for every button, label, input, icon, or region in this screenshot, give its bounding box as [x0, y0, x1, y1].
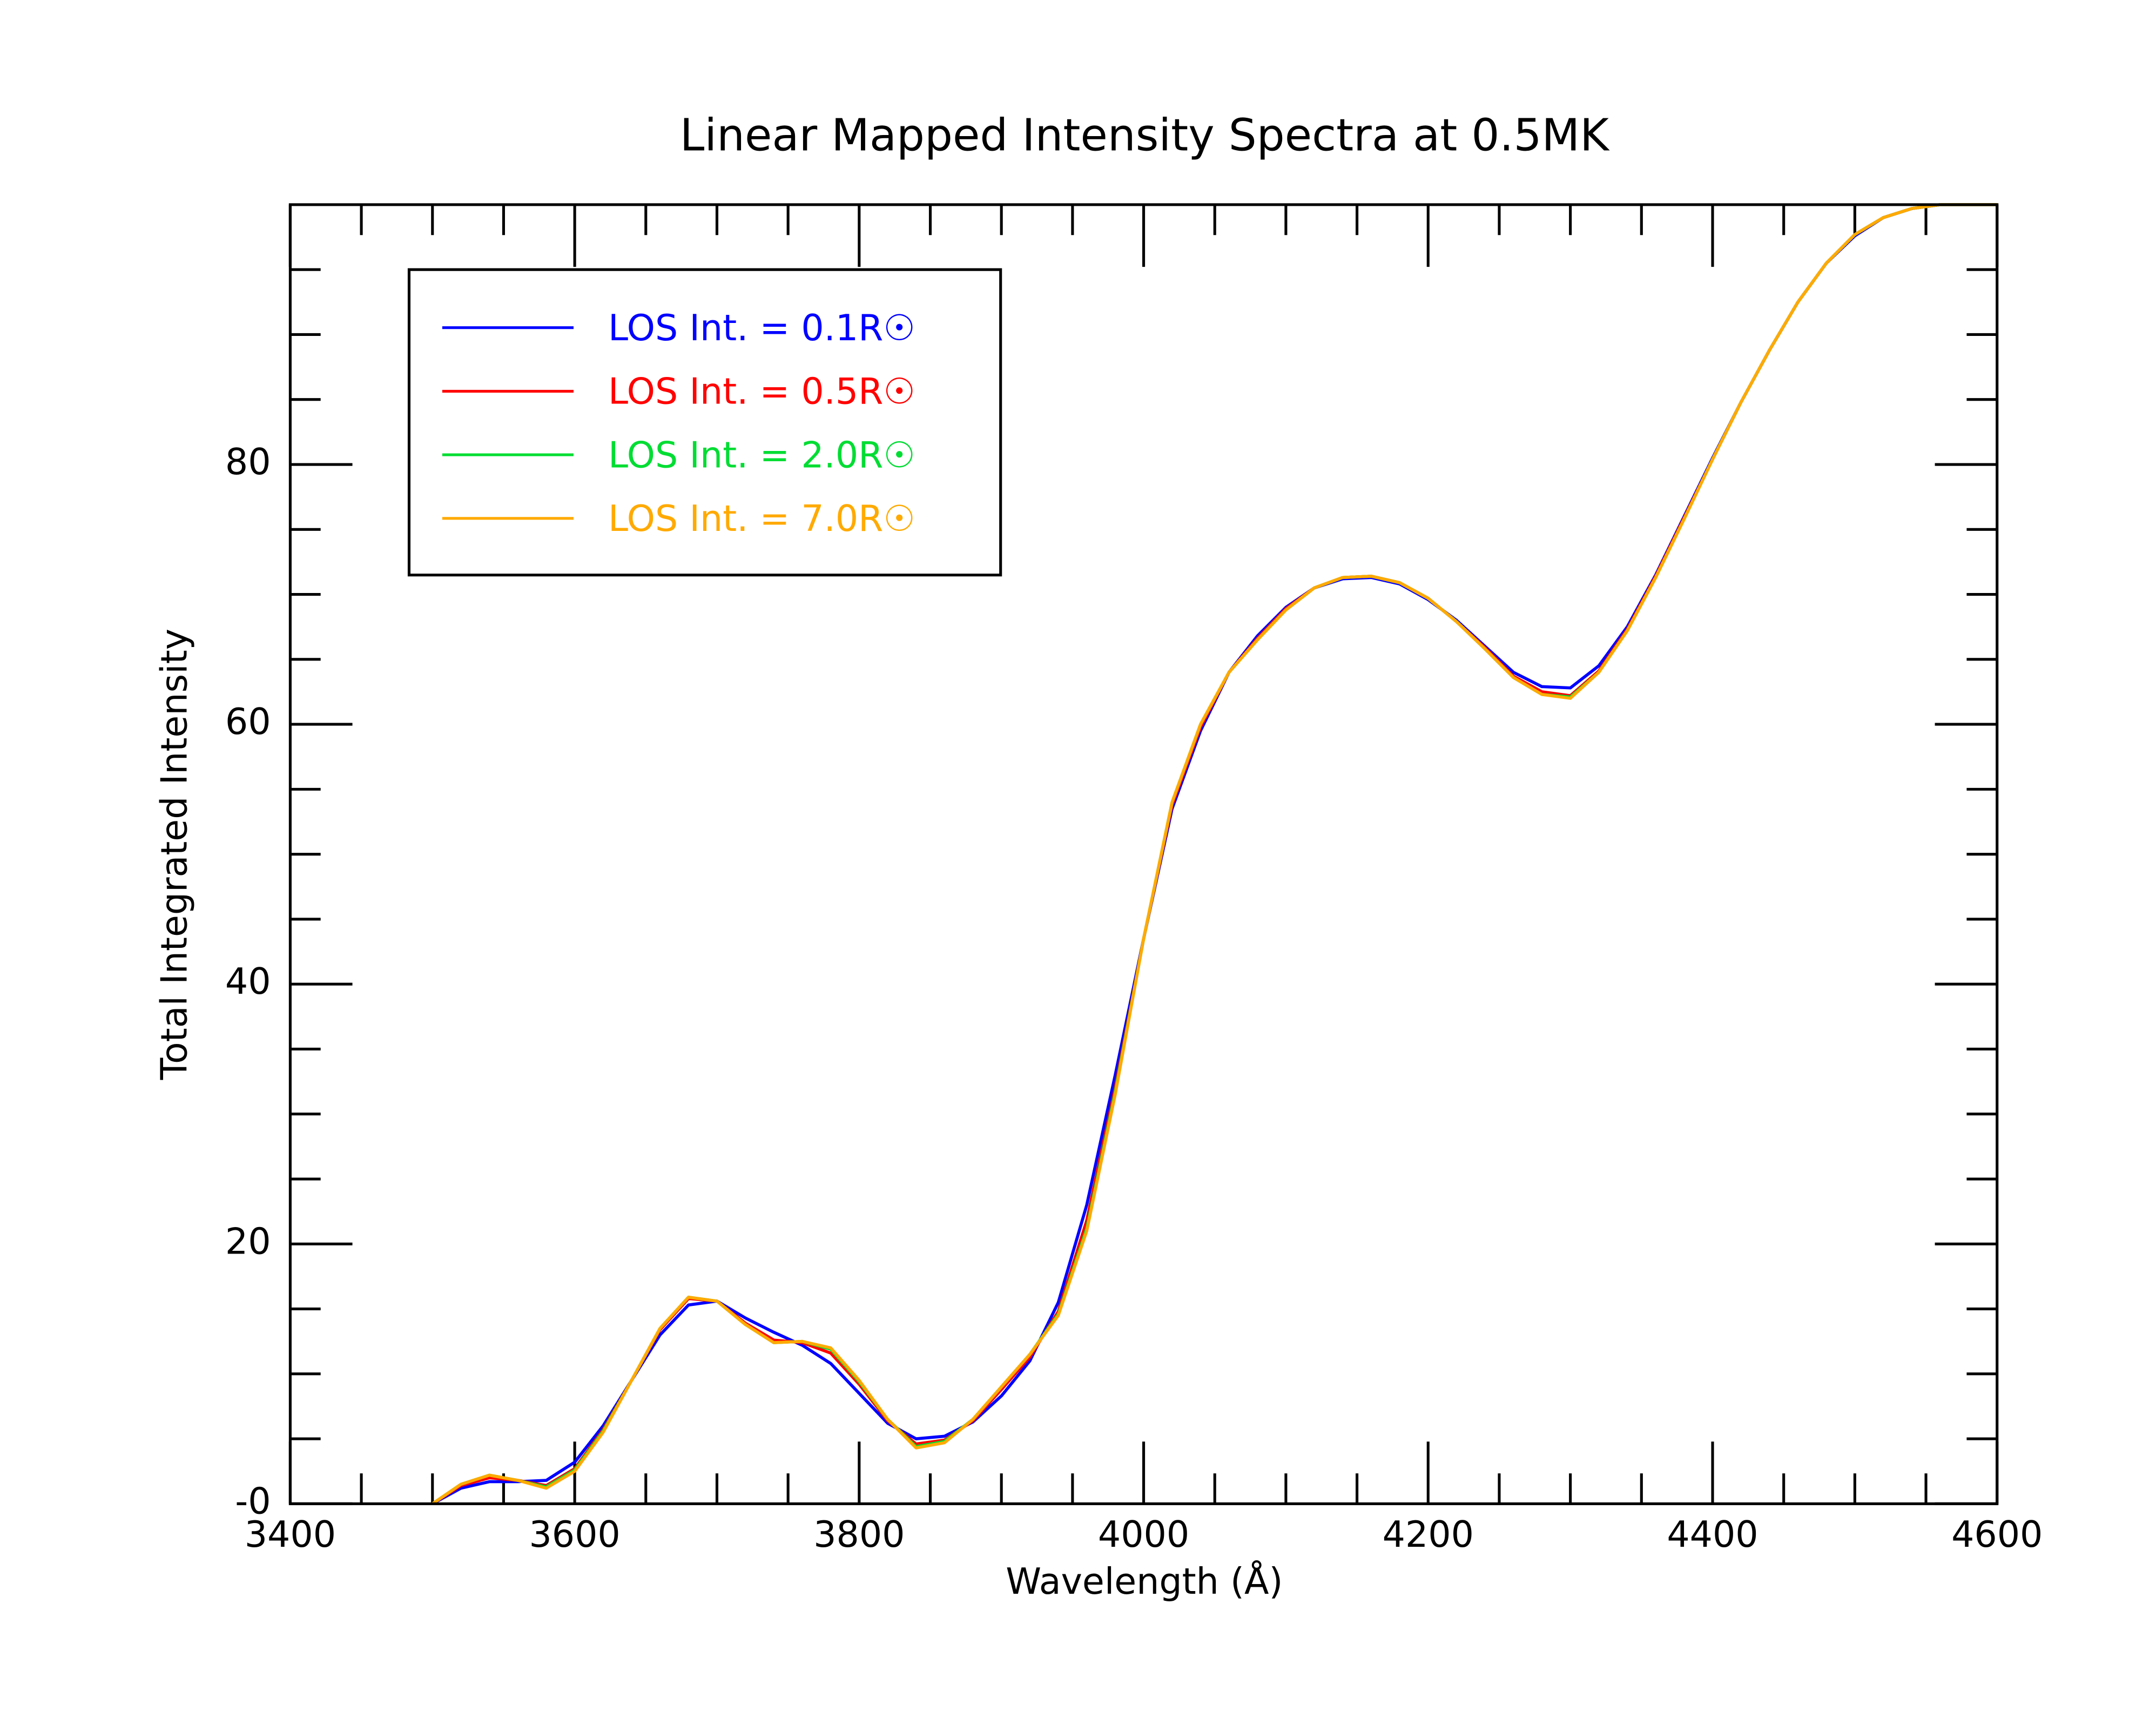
- y-tick-label: 80: [225, 441, 271, 483]
- x-tick-label: 4600: [1951, 1513, 2043, 1555]
- chart-title: Linear Mapped Intensity Spectra at 0.5MK: [680, 110, 1610, 161]
- legend-label: LOS Int. = 0.5R☉: [608, 370, 915, 413]
- y-tick-label: 40: [225, 960, 271, 1002]
- x-tick-label: 4200: [1383, 1513, 1474, 1555]
- y-tick-label: -0: [235, 1480, 271, 1522]
- y-tick-label: 20: [225, 1220, 271, 1262]
- y-axis-label: Total Integrated Intensity: [153, 629, 196, 1080]
- x-tick-label: 4000: [1098, 1513, 1189, 1555]
- legend-box: [407, 268, 1002, 577]
- x-tick-label: 3800: [813, 1513, 905, 1555]
- y-tick-label: 60: [225, 700, 271, 743]
- legend-label: LOS Int. = 7.0R☉: [608, 497, 915, 540]
- series-line: [432, 203, 1997, 1505]
- x-axis-label: Wavelength (Å): [1006, 1560, 1283, 1602]
- legend-label: LOS Int. = 2.0R☉: [608, 434, 915, 476]
- x-tick-label: 3600: [529, 1513, 620, 1555]
- legend-label: LOS Int. = 0.1R☉: [608, 307, 915, 349]
- x-tick-label: 3400: [245, 1513, 336, 1555]
- plot-frame: [288, 203, 1999, 1505]
- x-tick-label: 4400: [1667, 1513, 1758, 1555]
